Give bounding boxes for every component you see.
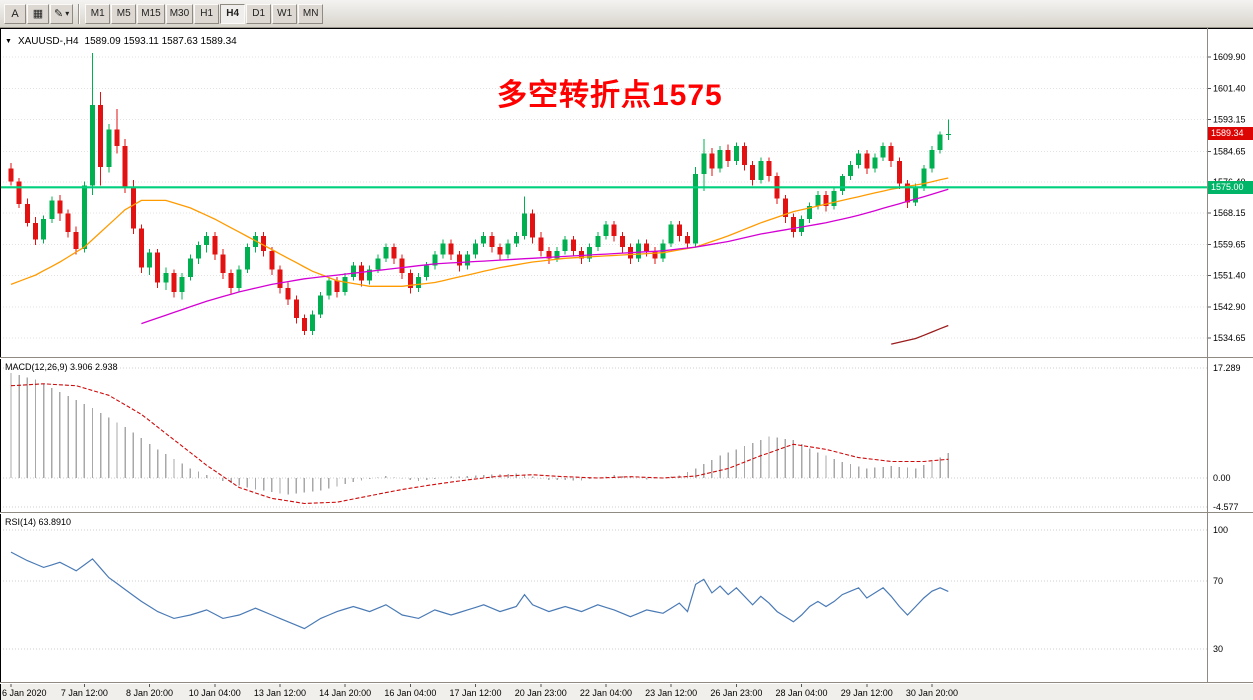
rsi-indicator-label: RSI(14) 63.8910	[5, 517, 72, 527]
svg-text:30 Jan 20:00: 30 Jan 20:00	[906, 688, 958, 698]
svg-text:13 Jan 12:00: 13 Jan 12:00	[254, 688, 306, 698]
text-label-tool-button[interactable]: A	[4, 3, 26, 24]
svg-text:1593.15: 1593.15	[1213, 115, 1246, 125]
svg-text:6 Jan 2020: 6 Jan 2020	[2, 688, 47, 698]
svg-text:17 Jan 12:00: 17 Jan 12:00	[450, 688, 502, 698]
svg-text:1534.65: 1534.65	[1213, 333, 1246, 343]
svg-text:70: 70	[1213, 576, 1223, 586]
object-grid-tool-button[interactable]: ▦	[27, 3, 49, 24]
chart-header: ▼ XAUUSD-,H4 1589.09 1593.11 1587.63 158…	[5, 36, 237, 47]
symbol-label: XAUUSD-,H4	[17, 36, 79, 47]
main-toolbar: A ▦ ✎ ▾ M1 M5 M15 M30 H1 H4 D1 W1 MN	[0, 0, 1253, 28]
chart-background	[0, 28, 1253, 700]
rsi-panel: 100 70 30	[0, 525, 1228, 654]
symbol-collapse-icon[interactable]: ▼	[5, 38, 12, 45]
svg-text:1584.65: 1584.65	[1213, 146, 1246, 156]
chart-window[interactable]: 17.289 0.00 -4.577 100 70 30 1609.90 1601.40 1…	[0, 28, 1253, 700]
current-price-badge: 1589.34	[1208, 127, 1253, 140]
time-axis[interactable]: 6 Jan 2020 7 Jan 12:00 8 Jan 20:00 10 Jan 0…	[2, 683, 958, 698]
timeframe-h4-button[interactable]: H4	[220, 3, 246, 24]
svg-text:23 Jan 12:00: 23 Jan 12:00	[645, 688, 697, 698]
timeframe-h1-button[interactable]: H1	[194, 3, 220, 24]
chart-canvas[interactable]: 17.289 0.00 -4.577 100 70 30 1609.90 1601.40 1…	[0, 28, 1253, 700]
svg-text:20 Jan 23:00: 20 Jan 23:00	[515, 688, 567, 698]
svg-text:1559.65: 1559.65	[1213, 240, 1246, 250]
svg-text:28 Jan 04:00: 28 Jan 04:00	[776, 688, 828, 698]
timeframe-mn-button[interactable]: MN	[298, 3, 324, 24]
annotation-text-object[interactable]: 多空转折点1575	[497, 79, 723, 112]
timeframe-m5-button[interactable]: M5	[111, 3, 137, 24]
svg-text:100: 100	[1213, 525, 1228, 535]
svg-text:7 Jan 12:00: 7 Jan 12:00	[61, 688, 108, 698]
svg-text:1601.40: 1601.40	[1213, 84, 1246, 94]
svg-text:10 Jan 04:00: 10 Jan 04:00	[189, 688, 241, 698]
timeframe-m1-button[interactable]: M1	[85, 3, 111, 24]
svg-text:22 Jan 04:00: 22 Jan 04:00	[580, 688, 632, 698]
svg-text:1568.15: 1568.15	[1213, 208, 1246, 218]
timeframe-d1-button[interactable]: D1	[246, 3, 272, 24]
svg-text:29 Jan 12:00: 29 Jan 12:00	[841, 688, 893, 698]
svg-text:30: 30	[1213, 644, 1223, 654]
svg-text:16 Jan 04:00: 16 Jan 04:00	[384, 688, 436, 698]
toolbar-separator	[78, 3, 81, 24]
macd-indicator-label: MACD(12,26,9) 3.906 2.938	[5, 362, 118, 372]
timeframe-m30-button[interactable]: M30	[165, 3, 194, 24]
svg-text:14 Jan 20:00: 14 Jan 20:00	[319, 688, 371, 698]
svg-text:1542.90: 1542.90	[1213, 302, 1246, 312]
timeframe-w1-button[interactable]: W1	[272, 3, 298, 24]
svg-text:8 Jan 20:00: 8 Jan 20:00	[126, 688, 173, 698]
dropdown-caret-icon: ▾	[65, 9, 70, 18]
moving-averages	[10, 177, 949, 345]
svg-text:0.00: 0.00	[1213, 473, 1231, 483]
svg-text:-4.577: -4.577	[1213, 502, 1239, 512]
timeframe-m15-button[interactable]: M15	[137, 3, 165, 24]
ohlc-values: 1589.09 1593.11 1587.63 1589.34	[84, 36, 237, 47]
svg-text:1609.90: 1609.90	[1213, 52, 1246, 62]
svg-text:26 Jan 23:00: 26 Jan 23:00	[710, 688, 762, 698]
panel-frame	[0, 28, 1253, 700]
drawing-tool-button[interactable]: ✎ ▾	[50, 3, 74, 24]
svg-text:17.289: 17.289	[1213, 363, 1241, 373]
macd-panel: 17.289 0.00 -4.577	[0, 363, 1241, 512]
pencil-icon: ✎	[54, 8, 64, 20]
hline-price-badge: 1575.00	[1208, 181, 1253, 194]
gridlines	[0, 56, 1207, 339]
svg-text:1551.40: 1551.40	[1213, 270, 1246, 280]
